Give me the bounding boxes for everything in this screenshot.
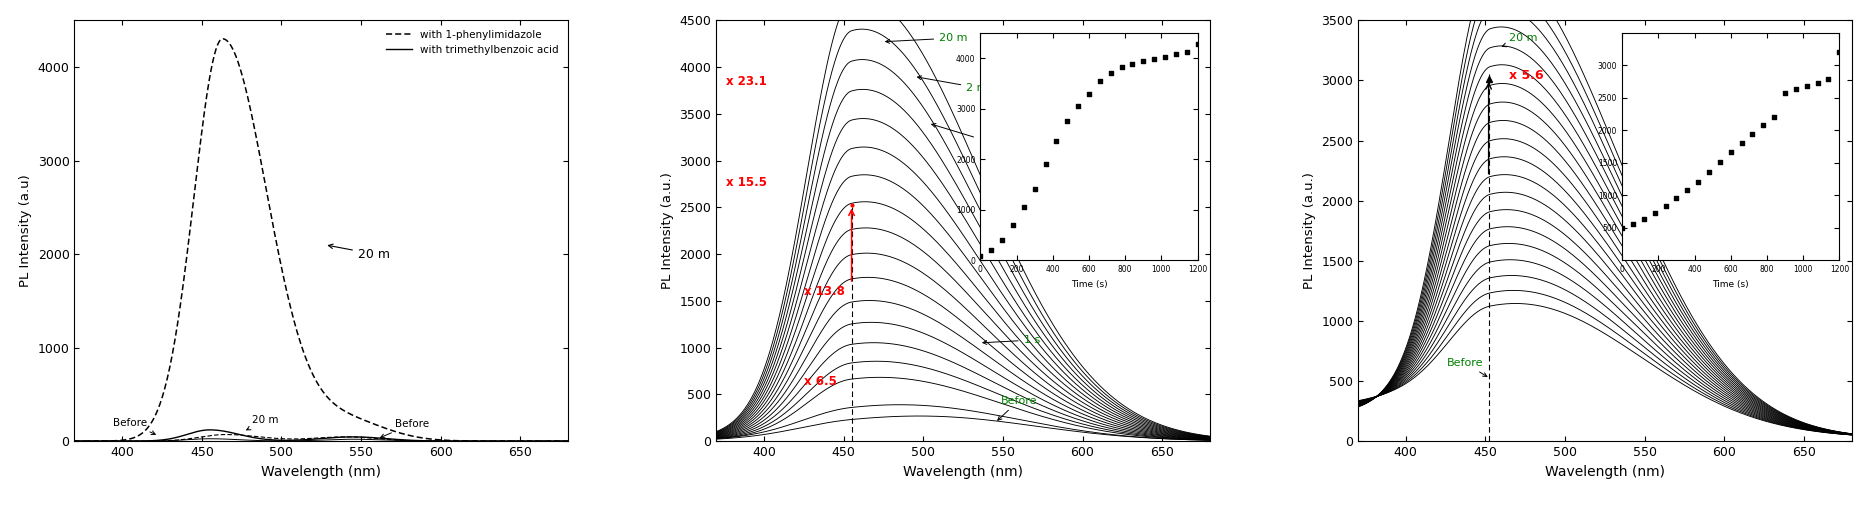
Text: 1 m: 1 m xyxy=(932,124,1001,147)
Text: x 5.6: x 5.6 xyxy=(1509,69,1545,82)
Legend: with 1-phenylimidazole, with trimethylbenzoic acid: with 1-phenylimidazole, with trimethylbe… xyxy=(382,25,562,59)
Text: x 13.8: x 13.8 xyxy=(804,285,845,298)
Text: Before: Before xyxy=(380,419,430,438)
Text: 20 m: 20 m xyxy=(886,33,968,43)
Text: x 23.1: x 23.1 xyxy=(726,75,767,88)
Text: Before: Before xyxy=(114,418,154,434)
X-axis label: Wavelength (nm): Wavelength (nm) xyxy=(1545,464,1666,479)
Y-axis label: PL Intensity (a.u.): PL Intensity (a.u.) xyxy=(1303,172,1316,289)
Y-axis label: PL Intensity (a.u.): PL Intensity (a.u.) xyxy=(661,172,674,289)
Text: 1 s: 1 s xyxy=(983,335,1040,345)
X-axis label: Wavelength (nm): Wavelength (nm) xyxy=(261,464,382,479)
Text: 20 m: 20 m xyxy=(248,415,279,430)
Text: 2 m: 2 m xyxy=(917,76,988,93)
Text: 20 m: 20 m xyxy=(1502,33,1537,47)
Text: 20 m: 20 m xyxy=(328,244,391,261)
Text: Before: Before xyxy=(997,395,1037,420)
X-axis label: Wavelength (nm): Wavelength (nm) xyxy=(903,464,1024,479)
Text: x 15.5: x 15.5 xyxy=(726,176,767,190)
Y-axis label: PL Intensity (a.u): PL Intensity (a.u) xyxy=(19,174,32,287)
Text: x 6.5: x 6.5 xyxy=(804,375,837,388)
Text: Before: Before xyxy=(1446,358,1487,377)
